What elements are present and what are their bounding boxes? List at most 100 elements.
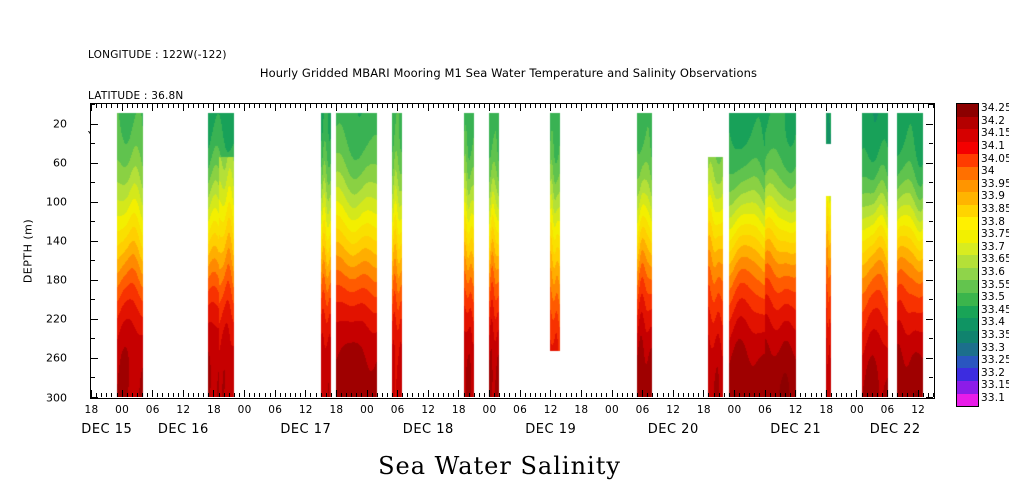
x-tick-bottom	[519, 390, 521, 397]
x-tick-bottom	[233, 393, 235, 397]
x-tick-bottom	[366, 390, 368, 397]
x-tick-top	[386, 104, 388, 108]
x-tick-bottom	[708, 393, 710, 397]
colorbar-tick-label: 33.35	[981, 329, 1009, 341]
colorbar-swatch	[957, 355, 978, 369]
x-tick-top	[902, 104, 904, 108]
x-tick-top	[529, 104, 531, 108]
colorbar-swatch	[957, 381, 978, 394]
x-tick-top	[718, 104, 720, 108]
colorbar-tick-label: 33.25	[981, 354, 1009, 367]
x-tick-bottom	[611, 390, 613, 397]
x-tick-top	[611, 104, 613, 111]
x-tick-top	[300, 104, 302, 108]
x-tick-top	[305, 104, 307, 111]
longitude-text: LONGITUDE : 122W(-122)	[88, 49, 227, 61]
colorbar-tick-label: 33.85	[981, 203, 1009, 215]
x-tick-bottom	[529, 393, 531, 397]
x-tick-bottom	[764, 390, 766, 397]
x-tick-top	[157, 104, 159, 108]
x-tick-top	[596, 104, 598, 108]
y-tick-right	[929, 299, 933, 301]
x-tick-bottom	[458, 390, 460, 397]
colorbar-tick-label: 33.6	[981, 266, 1006, 278]
x-tick-bottom	[187, 393, 189, 397]
x-tick-top	[728, 104, 730, 108]
y-tick-left	[91, 299, 95, 301]
x-tick-bottom	[846, 393, 848, 397]
y-tick-right	[929, 143, 933, 145]
y-tick-right	[926, 240, 933, 242]
x-tick-bottom	[330, 393, 332, 397]
colorbar-tick-label: 33.65	[981, 253, 1009, 266]
x-tick-bottom	[407, 393, 409, 397]
x-axis-hour-label: 18	[819, 404, 834, 416]
x-tick-top	[509, 104, 511, 108]
x-tick-top	[223, 104, 225, 108]
x-tick-top	[723, 104, 725, 108]
x-tick-top	[438, 104, 439, 108]
x-axis-hour-label: 00	[727, 404, 742, 416]
x-tick-top	[473, 104, 475, 108]
y-tick-left	[91, 260, 95, 262]
y-tick-left	[91, 357, 98, 359]
x-tick-top	[876, 104, 878, 108]
x-tick-bottom	[320, 393, 322, 397]
y-tick-left	[91, 104, 95, 105]
x-tick-top	[887, 104, 889, 111]
colorbar-swatch	[957, 154, 978, 167]
x-tick-bottom	[264, 393, 266, 397]
x-tick-bottom	[193, 393, 195, 397]
colorbar-swatch	[957, 217, 978, 230]
x-tick-bottom	[698, 393, 700, 397]
x-tick-top	[519, 104, 521, 111]
x-tick-bottom	[509, 393, 511, 397]
x-tick-bottom	[238, 393, 240, 397]
x-tick-top	[504, 104, 506, 108]
x-tick-bottom	[902, 393, 904, 397]
x-tick-bottom	[876, 393, 878, 397]
x-tick-bottom	[739, 393, 741, 397]
x-tick-top	[708, 104, 710, 108]
x-tick-top	[136, 104, 138, 108]
x-tick-bottom	[815, 393, 817, 397]
x-axis-hour-label: 12	[298, 404, 313, 416]
x-axis-hour-label: 18	[696, 404, 711, 416]
x-tick-top	[662, 104, 664, 108]
colorbar-tick-label: 34.25	[981, 102, 1009, 115]
x-tick-bottom	[575, 393, 577, 397]
x-tick-bottom	[228, 393, 230, 397]
x-tick-bottom	[325, 393, 327, 397]
x-tick-bottom	[172, 393, 174, 397]
x-tick-bottom	[182, 390, 184, 397]
x-axis-hour-label: 00	[360, 404, 375, 416]
x-axis-hour-label: 06	[880, 404, 895, 416]
x-tick-bottom	[295, 393, 297, 397]
x-tick-top	[647, 104, 649, 108]
x-tick-bottom	[96, 393, 98, 397]
x-tick-top	[881, 104, 883, 108]
x-tick-top	[667, 104, 669, 108]
x-tick-top	[198, 104, 200, 108]
x-tick-top	[637, 104, 639, 108]
x-tick-top	[927, 104, 929, 108]
x-tick-top	[106, 104, 108, 108]
x-tick-bottom	[933, 393, 934, 397]
x-axis-hour-label: 18	[574, 404, 589, 416]
x-tick-bottom	[392, 393, 394, 397]
chart-title: Hourly Gridded MBARI Mooring M1 Sea Wate…	[0, 66, 1009, 80]
x-tick-bottom	[907, 393, 909, 397]
x-tick-top	[606, 104, 608, 108]
x-tick-top	[187, 104, 189, 108]
x-tick-bottom	[682, 393, 684, 397]
x-tick-top	[866, 104, 868, 108]
x-tick-bottom	[208, 393, 210, 397]
x-tick-bottom	[453, 393, 455, 397]
x-tick-bottom	[825, 390, 827, 397]
x-tick-top	[335, 104, 337, 111]
x-tick-top	[769, 104, 771, 108]
colorbar-swatch	[957, 292, 978, 306]
x-tick-bottom	[162, 393, 164, 397]
colorbar-swatch	[957, 255, 978, 268]
x-tick-bottom	[591, 393, 593, 397]
